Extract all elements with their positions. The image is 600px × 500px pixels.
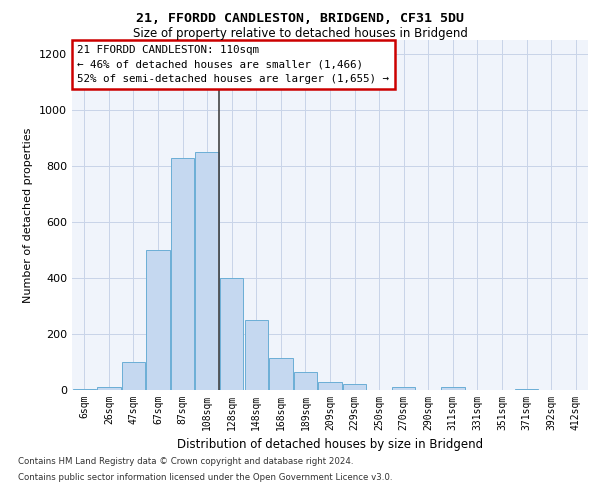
Bar [294,372,317,390]
Bar [122,362,145,390]
Bar [73,388,96,390]
Bar [171,158,194,390]
Bar [515,388,538,390]
Bar [220,278,244,390]
Bar [343,384,366,390]
Bar [392,387,415,390]
Text: 21 FFORDD CANDLESTON: 110sqm
← 46% of detached houses are smaller (1,466)
52% of: 21 FFORDD CANDLESTON: 110sqm ← 46% of de… [77,46,389,84]
X-axis label: Distribution of detached houses by size in Bridgend: Distribution of detached houses by size … [177,438,483,452]
Bar [146,250,170,390]
Bar [97,387,121,390]
Y-axis label: Number of detached properties: Number of detached properties [23,128,34,302]
Text: Size of property relative to detached houses in Bridgend: Size of property relative to detached ho… [133,28,467,40]
Bar [441,387,464,390]
Bar [269,358,293,390]
Bar [245,320,268,390]
Text: 21, FFORDD CANDLESTON, BRIDGEND, CF31 5DU: 21, FFORDD CANDLESTON, BRIDGEND, CF31 5D… [136,12,464,26]
Text: Contains HM Land Registry data © Crown copyright and database right 2024.: Contains HM Land Registry data © Crown c… [18,458,353,466]
Bar [319,382,341,390]
Bar [196,152,219,390]
Text: Contains public sector information licensed under the Open Government Licence v3: Contains public sector information licen… [18,472,392,482]
